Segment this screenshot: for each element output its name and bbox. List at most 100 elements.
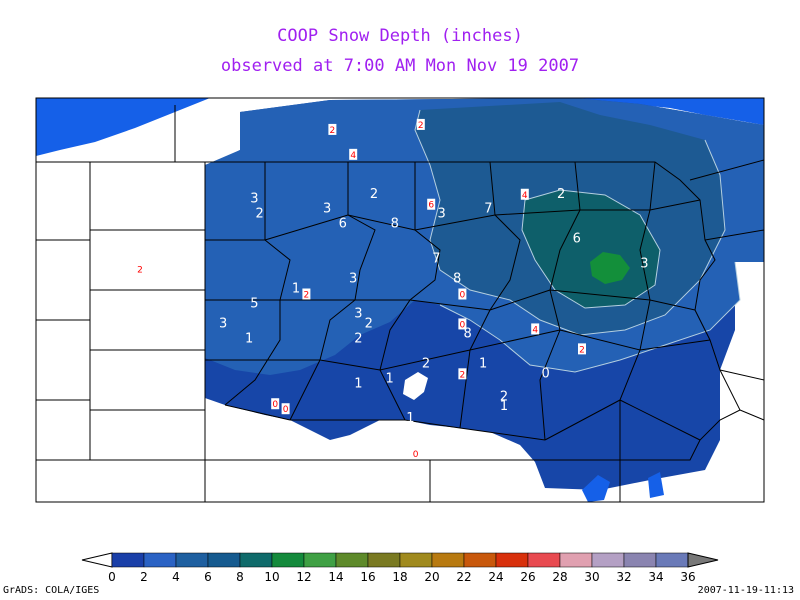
station-value-14: 8 [453,272,461,287]
station-value-6: 1 [167,232,175,247]
colorbar-segment-5 [271,552,305,568]
contour-label-13: 0 [281,403,290,415]
contour-label-2: 4 [349,148,358,161]
svg-text:0: 0 [460,291,466,301]
station-value-19: 3 [219,316,227,331]
colorbar-arrow-low [81,552,113,568]
county-boundaries [36,105,765,502]
station-value-21: 3 [354,306,362,321]
station-value-9: 7 [484,202,492,217]
delaware-bay [648,472,664,498]
svg-text:0: 0 [283,405,289,415]
station-value-11: 6 [573,232,581,247]
contour-label-5: 2 [302,288,311,301]
colorbar-segment-3 [207,552,241,568]
colorbar-tick-36: 36 [680,570,695,584]
map-title: COOP Snow Depth (inches) [277,26,523,46]
contour-label-7: 0 [458,318,467,330]
station-value-2: 3 [323,202,331,217]
station-value-3: 6 [339,217,347,232]
station-value-24: 8 [463,326,471,341]
colorbar-segment-12 [495,552,529,568]
colorbar-tick-2: 2 [140,570,148,584]
contour-label-14: 0 [411,448,420,460]
colorbar-segment-9 [399,552,433,568]
colorbar-tick-30: 30 [584,570,599,584]
station-value-27: 1 [354,376,362,391]
colorbar-tick-34: 34 [648,570,663,584]
colorbar-tick-14: 14 [328,570,343,584]
contour-label-6: 0 [458,288,467,301]
colorbar-tick-22: 22 [456,570,471,584]
station-value-1: 2 [255,207,263,222]
station-value-0: 3 [250,192,258,207]
station-value-5: 4 [188,217,196,232]
colorbar-segment-15 [591,552,625,568]
map-frame [35,97,765,503]
contour-label-4: 2 [136,263,144,276]
station-value-16: 1 [292,282,300,297]
colorbar-segment-7 [335,552,369,568]
svg-text:0: 0 [460,320,466,330]
contour-label-3: 6 [427,198,436,211]
station-value-32: 1 [406,411,414,426]
colorbar-tick-10: 10 [264,570,279,584]
shading-level-8 [590,252,630,284]
station-value-8: 3 [437,207,445,222]
colorbar-segment-14 [559,552,593,568]
shading-level-6 [522,190,660,308]
svg-text:2: 2 [330,126,336,136]
svg-text:2: 2 [418,121,424,131]
contour-label-1: 2 [416,118,425,131]
svg-text:2: 2 [460,370,466,380]
contour-label-8: 4 [520,188,529,201]
svg-text:0: 0 [413,450,419,460]
colorbar-tick-18: 18 [392,570,407,584]
colorbar-segment-13 [527,552,561,568]
lake-erie [36,98,210,156]
svg-text:2: 2 [137,266,143,276]
colorbar-segment-4 [239,552,273,568]
svg-text:0: 0 [272,400,278,410]
station-value-18: 3 [146,306,154,321]
colorbar-tick-26: 26 [520,570,535,584]
station-value-29: 0 [541,366,549,381]
station-value-13: 7 [432,252,440,267]
colorbar-tick-20: 20 [424,570,439,584]
svg-text:2: 2 [304,291,310,301]
generation-timestamp: 2007-11-19-11:13 [697,585,794,596]
station-value-30: 2 [500,389,508,404]
colorbar-segment-16 [623,552,657,568]
colorbar-segment-17 [655,552,689,568]
grads-credit: GrADS: COLA/IGES [3,585,100,596]
colorbar-segment-8 [367,552,401,568]
station-value-10: 2 [557,187,565,202]
colorbar-tick-0: 0 [108,570,116,584]
colorbar-arrow-high [687,552,719,568]
colorbar-tick-8: 8 [236,570,244,584]
station-value-17: 5 [250,296,258,311]
station-value-7: 8 [391,217,399,232]
station-value-15: 3 [349,272,357,287]
station-value-23: 2 [354,331,362,346]
colorbar-segment-2 [175,552,209,568]
station-value-22: 2 [365,316,373,331]
station-value-25: 2 [422,356,430,371]
station-value-12: 3 [640,257,648,272]
svg-text:2: 2 [579,345,585,355]
chesapeake-bay [582,475,610,502]
colorbar-segment-0 [111,552,145,568]
colorbar-tick-6: 6 [204,570,212,584]
contour-label-0: 2 [328,123,337,136]
contour-label-9: 4 [531,323,540,335]
colorbar-segment-11 [463,552,497,568]
color-legend: 0 2 4 6 8 10 12 14 16 18 20 22 24 26 28 30 32 34 36 [81,552,719,584]
colorbar-tick-28: 28 [552,570,567,584]
station-value-26: 1 [479,356,487,371]
contour-label-11: 2 [458,368,467,380]
map-subtitle: observed at 7:00 AM Mon Nov 19 2007 [220,56,580,76]
colorbar-tick-32: 32 [616,570,631,584]
colorbar-segment-10 [431,552,465,568]
